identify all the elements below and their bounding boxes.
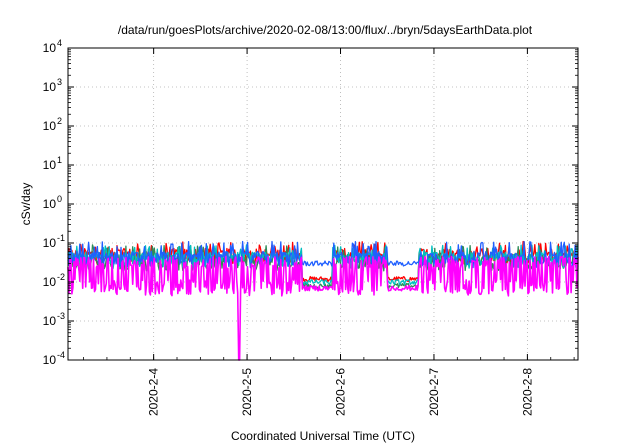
y-tick-exponent: 3 — [57, 77, 62, 87]
y-tick-exponent: 1 — [57, 155, 62, 165]
series-line-5 — [67, 255, 579, 361]
y-tick-exponent: 0 — [57, 194, 62, 204]
y-tick-exponent: -4 — [57, 350, 65, 360]
x-tick-label: 2020-2-8 — [520, 368, 534, 416]
grid-lines — [68, 48, 578, 360]
x-axis-label: Coordinated Universal Time (UTC) — [231, 429, 415, 443]
x-tick-label: 2020-2-4 — [147, 368, 161, 416]
y-tick-label: 104 — [43, 38, 62, 55]
series-line-4 — [67, 240, 579, 269]
y-tick-label: 10-4 — [43, 350, 65, 367]
y-tick-exponent: 4 — [57, 38, 62, 48]
y-tick-label: 102 — [43, 116, 62, 133]
y-tick-exponent: 2 — [57, 116, 62, 126]
y-tick-label: 10-2 — [43, 272, 65, 289]
y-tick-label: 100 — [43, 194, 62, 211]
y-tick-exponent: -1 — [57, 233, 65, 243]
chart-title: /data/run/goesPlots/archive/2020-02-08/1… — [118, 23, 533, 37]
series-line-2 — [67, 244, 579, 290]
y-tick-exponent: -2 — [57, 272, 65, 282]
series-layer — [67, 240, 579, 361]
y-tick-label: 103 — [43, 77, 62, 94]
y-tick-label: 10-3 — [43, 311, 65, 328]
x-tick-label: 2020-2-6 — [334, 368, 348, 416]
x-axis-ticks: 2020-2-4 2020-2-5 2020-2-6 2020-2-7 2020-2-8 — [83, 48, 575, 416]
x-tick-label: 2020-2-7 — [427, 368, 441, 416]
x-tick-label: 2020-2-5 — [240, 368, 254, 416]
y-tick-label: 101 — [43, 155, 62, 172]
y-tick-exponent: -3 — [57, 311, 65, 321]
y-tick-label: 10-1 — [43, 233, 65, 250]
y-axis-label: cSv/day — [19, 183, 33, 226]
